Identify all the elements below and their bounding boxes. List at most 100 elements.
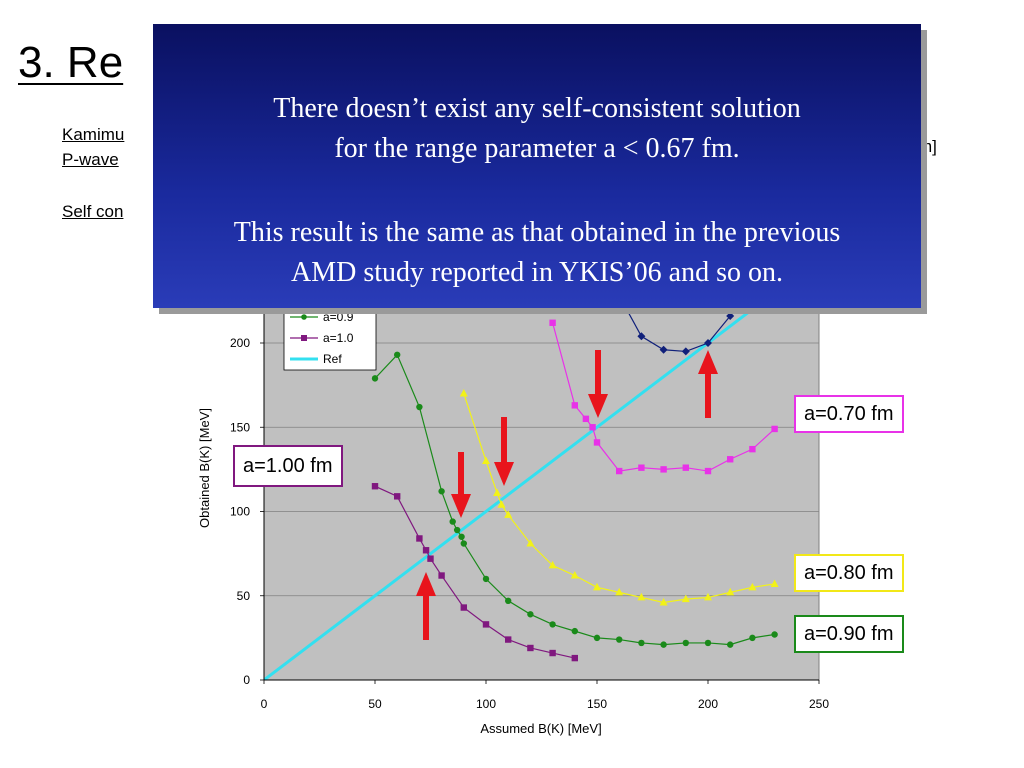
data-point-a070 (727, 456, 734, 463)
y-tick-label: 200 (230, 336, 250, 350)
data-point-a100 (460, 604, 467, 611)
data-point-a090 (616, 636, 623, 643)
data-point-a090 (371, 375, 379, 382)
data-point-a080 (493, 488, 502, 496)
arrow-down-a090 (451, 452, 471, 518)
right-text-fragment: m] (918, 137, 937, 156)
data-point-a080 (459, 389, 468, 397)
data-point-a070 (771, 425, 778, 433)
data-point-a080 (593, 582, 601, 591)
legend: a=0.9 a=1.0 Ref (283, 297, 377, 371)
subtitle-line-3: Self con (62, 202, 124, 221)
data-point-a090 (704, 639, 712, 647)
data-point-a070 (549, 319, 556, 326)
data-point-a090 (505, 597, 512, 605)
label-a070: a=0.70 fm (794, 395, 904, 433)
popup-line-4: AMD study reported in YKIS’06 and so on. (290, 257, 784, 288)
x-tick-label: 200 (698, 697, 718, 711)
data-point-dark (704, 339, 712, 347)
data-point-a090 (749, 634, 756, 642)
data-point-a070 (638, 464, 645, 471)
data-point-a090 (682, 639, 689, 647)
data-point-a090 (394, 351, 401, 358)
y-axis-label: Obtained B(K) [MeV] (197, 408, 212, 528)
data-point-a090 (416, 403, 423, 411)
data-point-a070 (589, 424, 596, 431)
data-point-a090 (438, 488, 445, 495)
y-tick-label: 0 (243, 673, 250, 687)
data-point-a070 (749, 445, 756, 453)
data-point-a080 (748, 582, 757, 591)
data-point-a080 (497, 500, 506, 508)
data-point-a090 (458, 533, 465, 540)
data-point-a070 (704, 467, 712, 475)
data-point-a100 (427, 555, 434, 562)
data-point-dark (659, 345, 668, 354)
data-point-a090 (727, 641, 734, 648)
legend-label-a10: a=1.0 (323, 331, 354, 345)
data-point-a080 (681, 594, 690, 603)
data-point-a100 (416, 535, 423, 542)
data-point-a070 (682, 464, 689, 471)
data-point-a090 (571, 627, 578, 635)
data-point-a080 (637, 592, 646, 601)
data-point-a100 (482, 621, 490, 628)
data-point-a100 (438, 572, 445, 579)
data-point-dark (637, 332, 646, 341)
data-point-a070 (593, 439, 601, 446)
legend-label-a09: a=0.9 (323, 310, 354, 324)
data-point-a070 (616, 467, 623, 475)
legend-marker-a09 (301, 314, 307, 320)
data-point-a080 (770, 579, 779, 587)
data-point-a090 (771, 631, 778, 638)
series-line-ref (264, 257, 819, 680)
data-point-a090 (460, 540, 467, 547)
series-line-dark (618, 295, 731, 353)
red-arrows (416, 350, 718, 640)
data-point-a080 (482, 456, 490, 464)
x-tick-label: 250 (809, 697, 829, 711)
series-line-a090 (374, 353, 775, 646)
x-tick-label: 0 (261, 697, 268, 711)
data-point-a090 (453, 526, 461, 534)
label-a080: a=0.80 fm (794, 554, 904, 592)
data-point-a080 (504, 510, 513, 518)
subtitle-line-2: P-wave (62, 150, 119, 169)
slide-title: 3. Re (18, 38, 124, 87)
x-tick-label: 100 (476, 697, 496, 711)
x-axis-label: Assumed B(K) [MeV] (480, 721, 601, 736)
data-point-a080 (704, 592, 712, 601)
data-point-a070 (660, 466, 667, 473)
popup-line-1: There doesn’t exist any self-consistent … (273, 93, 801, 124)
data-point-a080 (615, 587, 624, 596)
message-popup: There doesn’t exist any self-consistent … (153, 24, 921, 308)
data-point-a080 (526, 539, 535, 547)
arrow-up-a100 (416, 572, 436, 640)
data-point-a090 (482, 575, 490, 583)
data-point-a090 (527, 611, 534, 618)
label-a090: a=0.90 fm (794, 615, 904, 653)
data-point-a080 (570, 571, 579, 579)
y-tick-label: 50 (237, 589, 251, 603)
data-point-a100 (394, 493, 401, 500)
popup-line-3: This result is the same as that obtained… (233, 217, 841, 248)
arrow-up-dark (698, 350, 718, 418)
subtitle-line-1: Kamimu (62, 125, 125, 144)
data-point-a090 (593, 634, 601, 642)
data-point-a080 (726, 587, 735, 596)
data-point-a100 (527, 644, 534, 652)
series-line-a100 (374, 485, 575, 659)
arrow-down-a070 (588, 350, 608, 418)
label-a100: a=1.00 fm (233, 445, 343, 487)
data-point-a100 (422, 547, 430, 554)
data-point-dark (681, 347, 690, 356)
data-point-a100 (371, 483, 379, 490)
x-tick-label: 50 (368, 697, 382, 711)
data-point-a090 (638, 639, 645, 647)
data-point-a090 (660, 641, 667, 648)
y-tick-label: 150 (230, 420, 250, 434)
data-point-a100 (505, 636, 512, 643)
data-point-a100 (571, 654, 578, 662)
x-tick-label: 150 (587, 697, 607, 711)
data-point-a080 (659, 597, 668, 606)
